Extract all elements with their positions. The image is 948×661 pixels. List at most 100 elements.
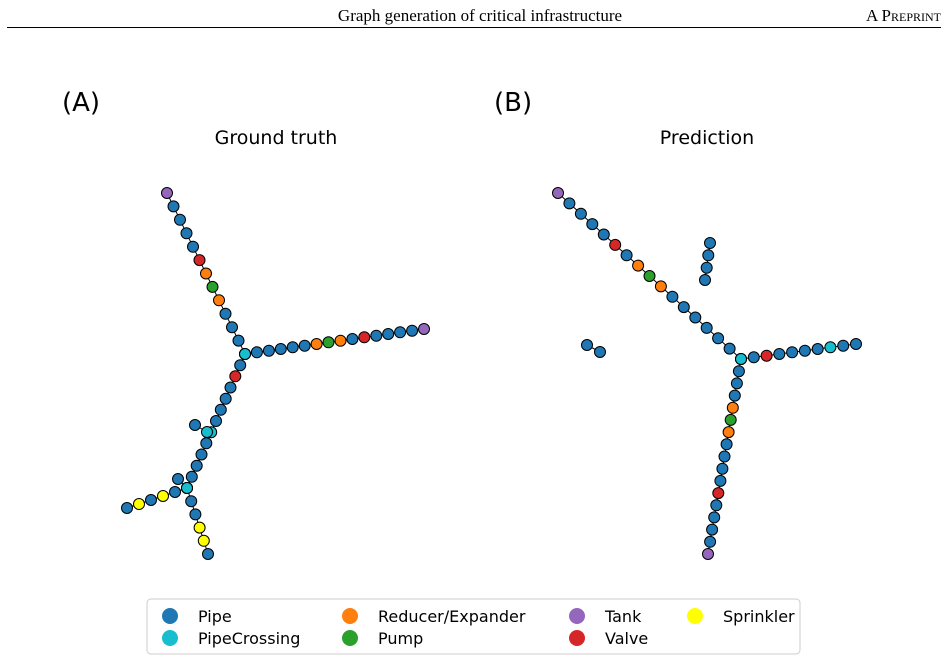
panel-b-node-pipe: [581, 339, 593, 351]
panel-a-node-reducer-expander: [200, 267, 212, 280]
panel-b-node-pipe: [699, 274, 711, 286]
panel-a-node-pipe: [346, 333, 359, 345]
panel-a-node-tank: [418, 323, 430, 335]
panel-b-node-pipe: [723, 342, 736, 355]
panel-b-node-valve: [712, 487, 725, 500]
running-header: Graph generation of critical infrastruct…: [0, 4, 948, 28]
legend-label-valve: Valve: [605, 629, 648, 648]
legend-label-tank: Tank: [604, 607, 642, 626]
panel-a-node-pipe: [219, 307, 232, 320]
panel-a-node-pipe: [286, 341, 299, 354]
panel-a-node-sprinkler: [193, 521, 206, 534]
panel-a-node-pipecrossing: [239, 348, 251, 360]
panel-a-title: Ground truth: [215, 127, 338, 149]
panel-a-edge: [244, 328, 425, 355]
panel-b-node-pipe: [710, 499, 723, 512]
panel-a-node-pipe: [382, 328, 395, 340]
panel-a-node-pipe: [226, 321, 238, 334]
panel-b-title: Prediction: [660, 127, 754, 149]
legend-label-sprinkler: Sprinkler: [723, 607, 795, 626]
panel-b-node-pipe: [798, 344, 811, 357]
legend-label-pipecrossing: PipeCrossing: [198, 629, 300, 648]
panel-b-node-reducer-expander: [654, 280, 667, 293]
panel-a-node-pipecrossing: [181, 482, 193, 494]
panel-a-node-pipe: [234, 359, 247, 372]
panel-b-node-pipecrossing: [735, 353, 747, 365]
panel-a-node-pipe: [189, 508, 202, 521]
panel-a-node-valve: [358, 331, 371, 344]
panel-b-graph: [552, 187, 862, 560]
panel-b-node-pipe: [706, 523, 719, 536]
panel-a-node-pipe: [298, 339, 311, 352]
panel-b-node-pipe: [597, 228, 610, 241]
panel-a-node-pipe: [406, 324, 419, 337]
panel-b-node-pipe: [708, 511, 721, 524]
panel-b-node-pipe: [586, 218, 599, 231]
panel-b-node-pipe: [677, 301, 690, 314]
panel-a-node-pipe: [200, 437, 213, 450]
panel-a-node-pipe: [145, 494, 157, 506]
panel-a-node-valve: [229, 370, 242, 383]
panel-a-node-pipe: [180, 227, 193, 240]
panel-b-node-pipe: [700, 261, 713, 274]
header-rule: [7, 27, 941, 28]
panel-a-node-pipe: [172, 473, 184, 485]
panel-b-node-valve: [609, 238, 622, 251]
legend-marker-reducer-expander: [342, 608, 358, 624]
panel-a-node-pipe: [224, 381, 237, 394]
panel-b-node-pipe: [714, 474, 727, 487]
panel-b-node-pipe: [574, 207, 587, 220]
panel-a-node-pipe: [195, 448, 208, 461]
panel-b-node-pipe: [594, 346, 606, 358]
panel-b-node-pipe: [718, 450, 731, 463]
panel-b-node-tank: [552, 187, 564, 199]
panel-a-node-pump: [206, 280, 219, 293]
panel-b-node-pump: [724, 413, 737, 426]
panel-b-node-reducer-expander: [722, 426, 735, 439]
legend-marker-tank: [569, 608, 585, 624]
panel-b-node-pipe: [704, 237, 716, 249]
panel-b-node-pipe: [702, 249, 715, 262]
legend-marker-sprinkler: [687, 608, 703, 624]
panel-b-node-pipe: [666, 290, 679, 303]
panel-b-node-pipe: [712, 332, 725, 345]
panel-a-node-pipe: [121, 502, 133, 514]
legend-label-pipe: Pipe: [198, 607, 232, 626]
panel-b-node-pipe: [728, 389, 741, 402]
panel-b-node-pipe: [704, 535, 717, 548]
legend-marker-pipe: [162, 608, 178, 624]
panel-a-node-pipecrossing: [201, 426, 213, 438]
legend-box: [146, 598, 801, 655]
panel-b-letter: (B): [494, 88, 532, 118]
panel-b-node-pipe: [689, 311, 702, 324]
panel-a-node-pipe: [190, 459, 203, 472]
panel-a-graph: [121, 187, 430, 560]
panel-a-node-pipe: [185, 495, 198, 508]
panel-a-node-pipe: [174, 213, 186, 226]
panel-b-edge: [704, 242, 711, 281]
panel-a-node-pipe: [394, 326, 407, 339]
panel-b-node-pipe: [620, 249, 633, 262]
panel-b-node-pipe: [700, 321, 713, 334]
legend-marker-pipecrossing: [162, 630, 178, 646]
legend-marker-valve: [569, 630, 585, 646]
panel-b-node-pipe: [716, 462, 729, 475]
panel-a-node-pipe: [210, 415, 222, 427]
panel-b-node-valve: [760, 349, 773, 362]
panel-a-node-reducer-expander: [213, 294, 225, 307]
panel-b-node-pipe: [773, 348, 786, 360]
panel-a-node-pipe: [167, 200, 180, 213]
legend-label-reducer-expander: Reducer/Expander: [378, 607, 526, 626]
panel-b-edge: [740, 343, 857, 360]
panel-a-node-sprinkler: [197, 534, 210, 547]
panel-b-node-tank: [702, 548, 714, 560]
panel-a-node-pipe: [219, 392, 232, 405]
panel-a-node-reducer-expander: [310, 338, 323, 350]
panel-b-node-pipe: [850, 338, 862, 350]
panel-a-node-pipe: [189, 419, 201, 431]
panel-a-node-valve: [193, 254, 206, 267]
legend-marker-pump: [342, 630, 358, 646]
panel-a-node-pipe: [370, 329, 383, 342]
panel-a-node-pipe: [232, 334, 245, 347]
